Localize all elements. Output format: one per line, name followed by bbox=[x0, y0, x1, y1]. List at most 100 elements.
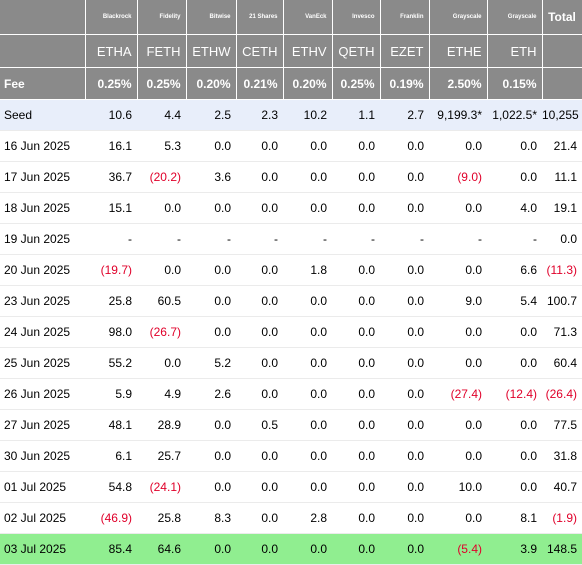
corner-cell bbox=[0, 0, 86, 35]
flow-cell: 0.0 bbox=[283, 316, 332, 348]
row-date-label: Seed bbox=[0, 99, 85, 131]
total-cell: 21.4 bbox=[542, 130, 582, 162]
fee-cell: 0.15% bbox=[487, 67, 543, 100]
flow-cell: (26.7) bbox=[137, 316, 186, 348]
flow-cell: 0.0 bbox=[236, 471, 283, 503]
total-cell: 148.5 bbox=[542, 533, 582, 565]
flow-cell: 0.0 bbox=[236, 161, 283, 193]
total-cell: 0.0 bbox=[542, 223, 582, 255]
row-date-label: 03 Jul 2025 bbox=[0, 533, 85, 565]
flow-cell: 8.3 bbox=[186, 502, 236, 534]
flow-cell: 1.1 bbox=[332, 99, 380, 131]
table-row: 18 Jun 2025 15.1 0.0 0.0 0.0 0.0 0.0 0.0 0.0 4.0 1… bbox=[0, 192, 582, 224]
flow-cell: 0.0 bbox=[380, 192, 429, 224]
total-blank bbox=[542, 34, 582, 68]
flow-rows: Seed 10.6 4.4 2.5 2.3 10.2 1.1 2.7 9,199.3* 1,022… bbox=[0, 99, 582, 565]
flow-cell: 0.0 bbox=[236, 533, 283, 565]
flow-cell: 0.0 bbox=[487, 161, 542, 193]
flow-cell: 0.0 bbox=[487, 471, 542, 503]
table-row: 03 Jul 2025 85.4 64.6 0.0 0.0 0.0 0.0 0.0 (5.4) 3… bbox=[0, 533, 582, 565]
issuer-header: Franklin bbox=[380, 0, 430, 35]
flow-cell: 0.0 bbox=[236, 440, 283, 472]
flow-cell: 0.0 bbox=[429, 316, 487, 348]
flow-cell: 0.0 bbox=[137, 347, 186, 379]
flow-cell: 1.8 bbox=[283, 254, 332, 286]
flow-cell: - bbox=[487, 223, 542, 255]
issuer-header: Bitwise bbox=[186, 0, 237, 35]
flow-cell: 8.1 bbox=[487, 502, 542, 534]
flow-cell: - bbox=[236, 223, 283, 255]
flow-cell: 0.0 bbox=[429, 192, 487, 224]
flow-cell: 2.5 bbox=[186, 99, 236, 131]
ticker-header: EZET bbox=[380, 34, 430, 68]
total-cell: 71.3 bbox=[542, 316, 582, 348]
total-cell: 19.1 bbox=[542, 192, 582, 224]
flow-cell: 10.0 bbox=[429, 471, 487, 503]
flow-cell: 0.0 bbox=[236, 130, 283, 162]
flow-cell: 0.0 bbox=[332, 409, 380, 441]
flow-cell: 0.0 bbox=[332, 440, 380, 472]
flow-cell: 0.0 bbox=[429, 130, 487, 162]
fee-cell: 0.25% bbox=[332, 67, 381, 100]
flow-cell: 0.0 bbox=[332, 192, 380, 224]
flow-cell: (46.9) bbox=[85, 502, 137, 534]
row-date-label: 16 Jun 2025 bbox=[0, 130, 85, 162]
flow-cell: (24.1) bbox=[137, 471, 186, 503]
fee-cell: 0.25% bbox=[137, 67, 187, 100]
table-row: 19 Jun 2025- - - - - - - - -0.0 bbox=[0, 223, 582, 255]
flow-cell: 3.6 bbox=[186, 161, 236, 193]
fee-label: Fee bbox=[0, 67, 86, 100]
total-header: Total bbox=[542, 0, 582, 35]
flow-cell: 0.5 bbox=[236, 409, 283, 441]
total-cell: 40.7 bbox=[542, 471, 582, 503]
flow-cell: 2.6 bbox=[186, 378, 236, 410]
corner-cell bbox=[0, 34, 86, 68]
flow-cell: 1,022.5* bbox=[487, 99, 542, 131]
flow-cell: 0.0 bbox=[186, 192, 236, 224]
row-date-label: 02 Jul 2025 bbox=[0, 502, 85, 534]
flow-cell: (20.2) bbox=[137, 161, 186, 193]
fee-cell: 0.20% bbox=[186, 67, 237, 100]
row-date-label: 19 Jun 2025 bbox=[0, 223, 85, 255]
seed-row: Seed 10.6 4.4 2.5 2.3 10.2 1.1 2.7 9,199.3* 1,022… bbox=[0, 99, 582, 131]
flow-cell: 6.6 bbox=[487, 254, 542, 286]
flow-cell: 4.4 bbox=[137, 99, 186, 131]
flow-cell: 0.0 bbox=[380, 440, 429, 472]
ticker-header: ETHW bbox=[186, 34, 237, 68]
flow-cell: 0.0 bbox=[332, 316, 380, 348]
flow-cell: 0.0 bbox=[186, 254, 236, 286]
flow-cell: 0.0 bbox=[429, 254, 487, 286]
flow-cell: 5.3 bbox=[137, 130, 186, 162]
flow-cell: 5.4 bbox=[487, 285, 542, 317]
flow-cell: 25.8 bbox=[85, 285, 137, 317]
flow-cell: 0.0 bbox=[487, 409, 542, 441]
flow-cell: 0.0 bbox=[283, 533, 332, 565]
flow-cell: (27.4) bbox=[429, 378, 487, 410]
flow-cell: 0.0 bbox=[186, 440, 236, 472]
flow-cell: (9.0) bbox=[429, 161, 487, 193]
table-row: 27 Jun 2025 48.1 28.9 0.0 0.5 0.0 0.0 0.0 0.0 0.0… bbox=[0, 409, 582, 441]
ticker-header-row: ETHA FETH ETHW CETH ETHV QETH EZET ETHE … bbox=[0, 34, 582, 68]
flow-cell: - bbox=[380, 223, 429, 255]
flow-cell: 0.0 bbox=[283, 130, 332, 162]
fee-row: Fee 0.25% 0.25% 0.20% 0.21% 0.20% 0.25% … bbox=[0, 67, 582, 100]
flow-cell: (19.7) bbox=[85, 254, 137, 286]
flow-cell: 0.0 bbox=[137, 192, 186, 224]
flow-cell: 4.0 bbox=[487, 192, 542, 224]
total-cell: 77.5 bbox=[542, 409, 582, 441]
flow-cell: 9.0 bbox=[429, 285, 487, 317]
row-date-label: 18 Jun 2025 bbox=[0, 192, 85, 224]
issuer-header: VanEck bbox=[283, 0, 333, 35]
flow-cell: 0.0 bbox=[236, 502, 283, 534]
flow-cell: 3.9 bbox=[487, 533, 542, 565]
issuer-header: Invesco bbox=[332, 0, 381, 35]
flow-cell: 36.7 bbox=[85, 161, 137, 193]
flow-cell: 0.0 bbox=[332, 471, 380, 503]
flow-cell: 0.0 bbox=[236, 378, 283, 410]
flow-cell: 0.0 bbox=[380, 254, 429, 286]
flow-cell: 2.7 bbox=[380, 99, 429, 131]
flow-cell: 0.0 bbox=[283, 378, 332, 410]
flow-cell: 0.0 bbox=[380, 347, 429, 379]
flow-cell: 0.0 bbox=[186, 316, 236, 348]
